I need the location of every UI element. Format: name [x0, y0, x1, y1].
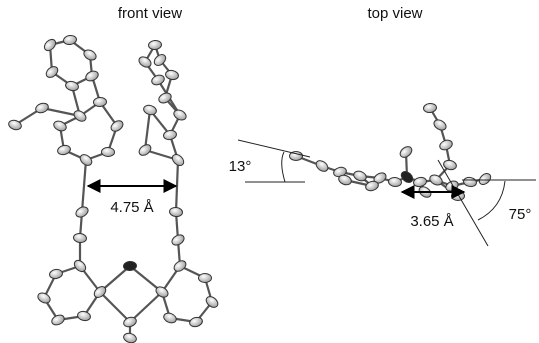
- atom: [57, 144, 72, 156]
- panel-title: top view: [367, 5, 422, 22]
- atom: [122, 332, 137, 343]
- angle-arc: [282, 152, 285, 182]
- atom: [170, 233, 186, 247]
- atom: [388, 177, 402, 187]
- atom: [137, 142, 153, 157]
- atom: [74, 205, 90, 219]
- atom: [36, 291, 52, 305]
- panel-title: front view: [118, 5, 182, 22]
- atom: [189, 316, 204, 328]
- distance-label: 4.75 Å: [110, 199, 153, 216]
- atom: [148, 40, 162, 50]
- atom: [78, 152, 94, 167]
- atom: [423, 103, 437, 113]
- atom: [398, 144, 414, 159]
- bond: [130, 292, 162, 322]
- atom: [44, 64, 60, 79]
- atom: [52, 119, 67, 132]
- angle-guide: [238, 140, 310, 157]
- atom: [432, 118, 448, 132]
- atom: [463, 176, 477, 187]
- atom: [137, 55, 153, 70]
- figure: front view top view 4.75 Å 13° 75° 3.65 …: [0, 0, 539, 343]
- atom: [477, 171, 493, 186]
- page: front view top view 4.75 Å 13° 75° 3.65 …: [0, 0, 539, 343]
- atom: [314, 158, 330, 173]
- angle-arc: [478, 181, 505, 220]
- atom: [42, 37, 58, 53]
- atom: [170, 152, 186, 167]
- atom: [163, 129, 177, 140]
- atom: [143, 104, 158, 116]
- atom: [84, 69, 100, 83]
- atom: [150, 73, 165, 86]
- bond: [145, 110, 150, 150]
- angle-label: 75°: [509, 206, 532, 223]
- bond: [100, 292, 130, 322]
- atom: [50, 313, 66, 327]
- bonds: [15, 40, 485, 338]
- angle-label: 13°: [229, 158, 252, 175]
- atom: [109, 119, 125, 134]
- atom: [172, 259, 188, 274]
- atom: [169, 207, 183, 217]
- angle-guide: [438, 160, 488, 246]
- atom: [438, 138, 453, 151]
- atom: [444, 179, 460, 193]
- atom: [162, 311, 177, 324]
- atom: [413, 176, 427, 187]
- atom: [49, 269, 63, 280]
- atom: [93, 97, 106, 107]
- atom: [123, 261, 137, 271]
- atom: [198, 273, 211, 282]
- atom: [77, 310, 92, 322]
- bond: [176, 160, 178, 212]
- atom: [101, 147, 114, 156]
- distance-label: 3.65 Å: [410, 213, 453, 230]
- atom: [73, 233, 87, 244]
- bond: [82, 160, 86, 212]
- atom: [165, 69, 179, 80]
